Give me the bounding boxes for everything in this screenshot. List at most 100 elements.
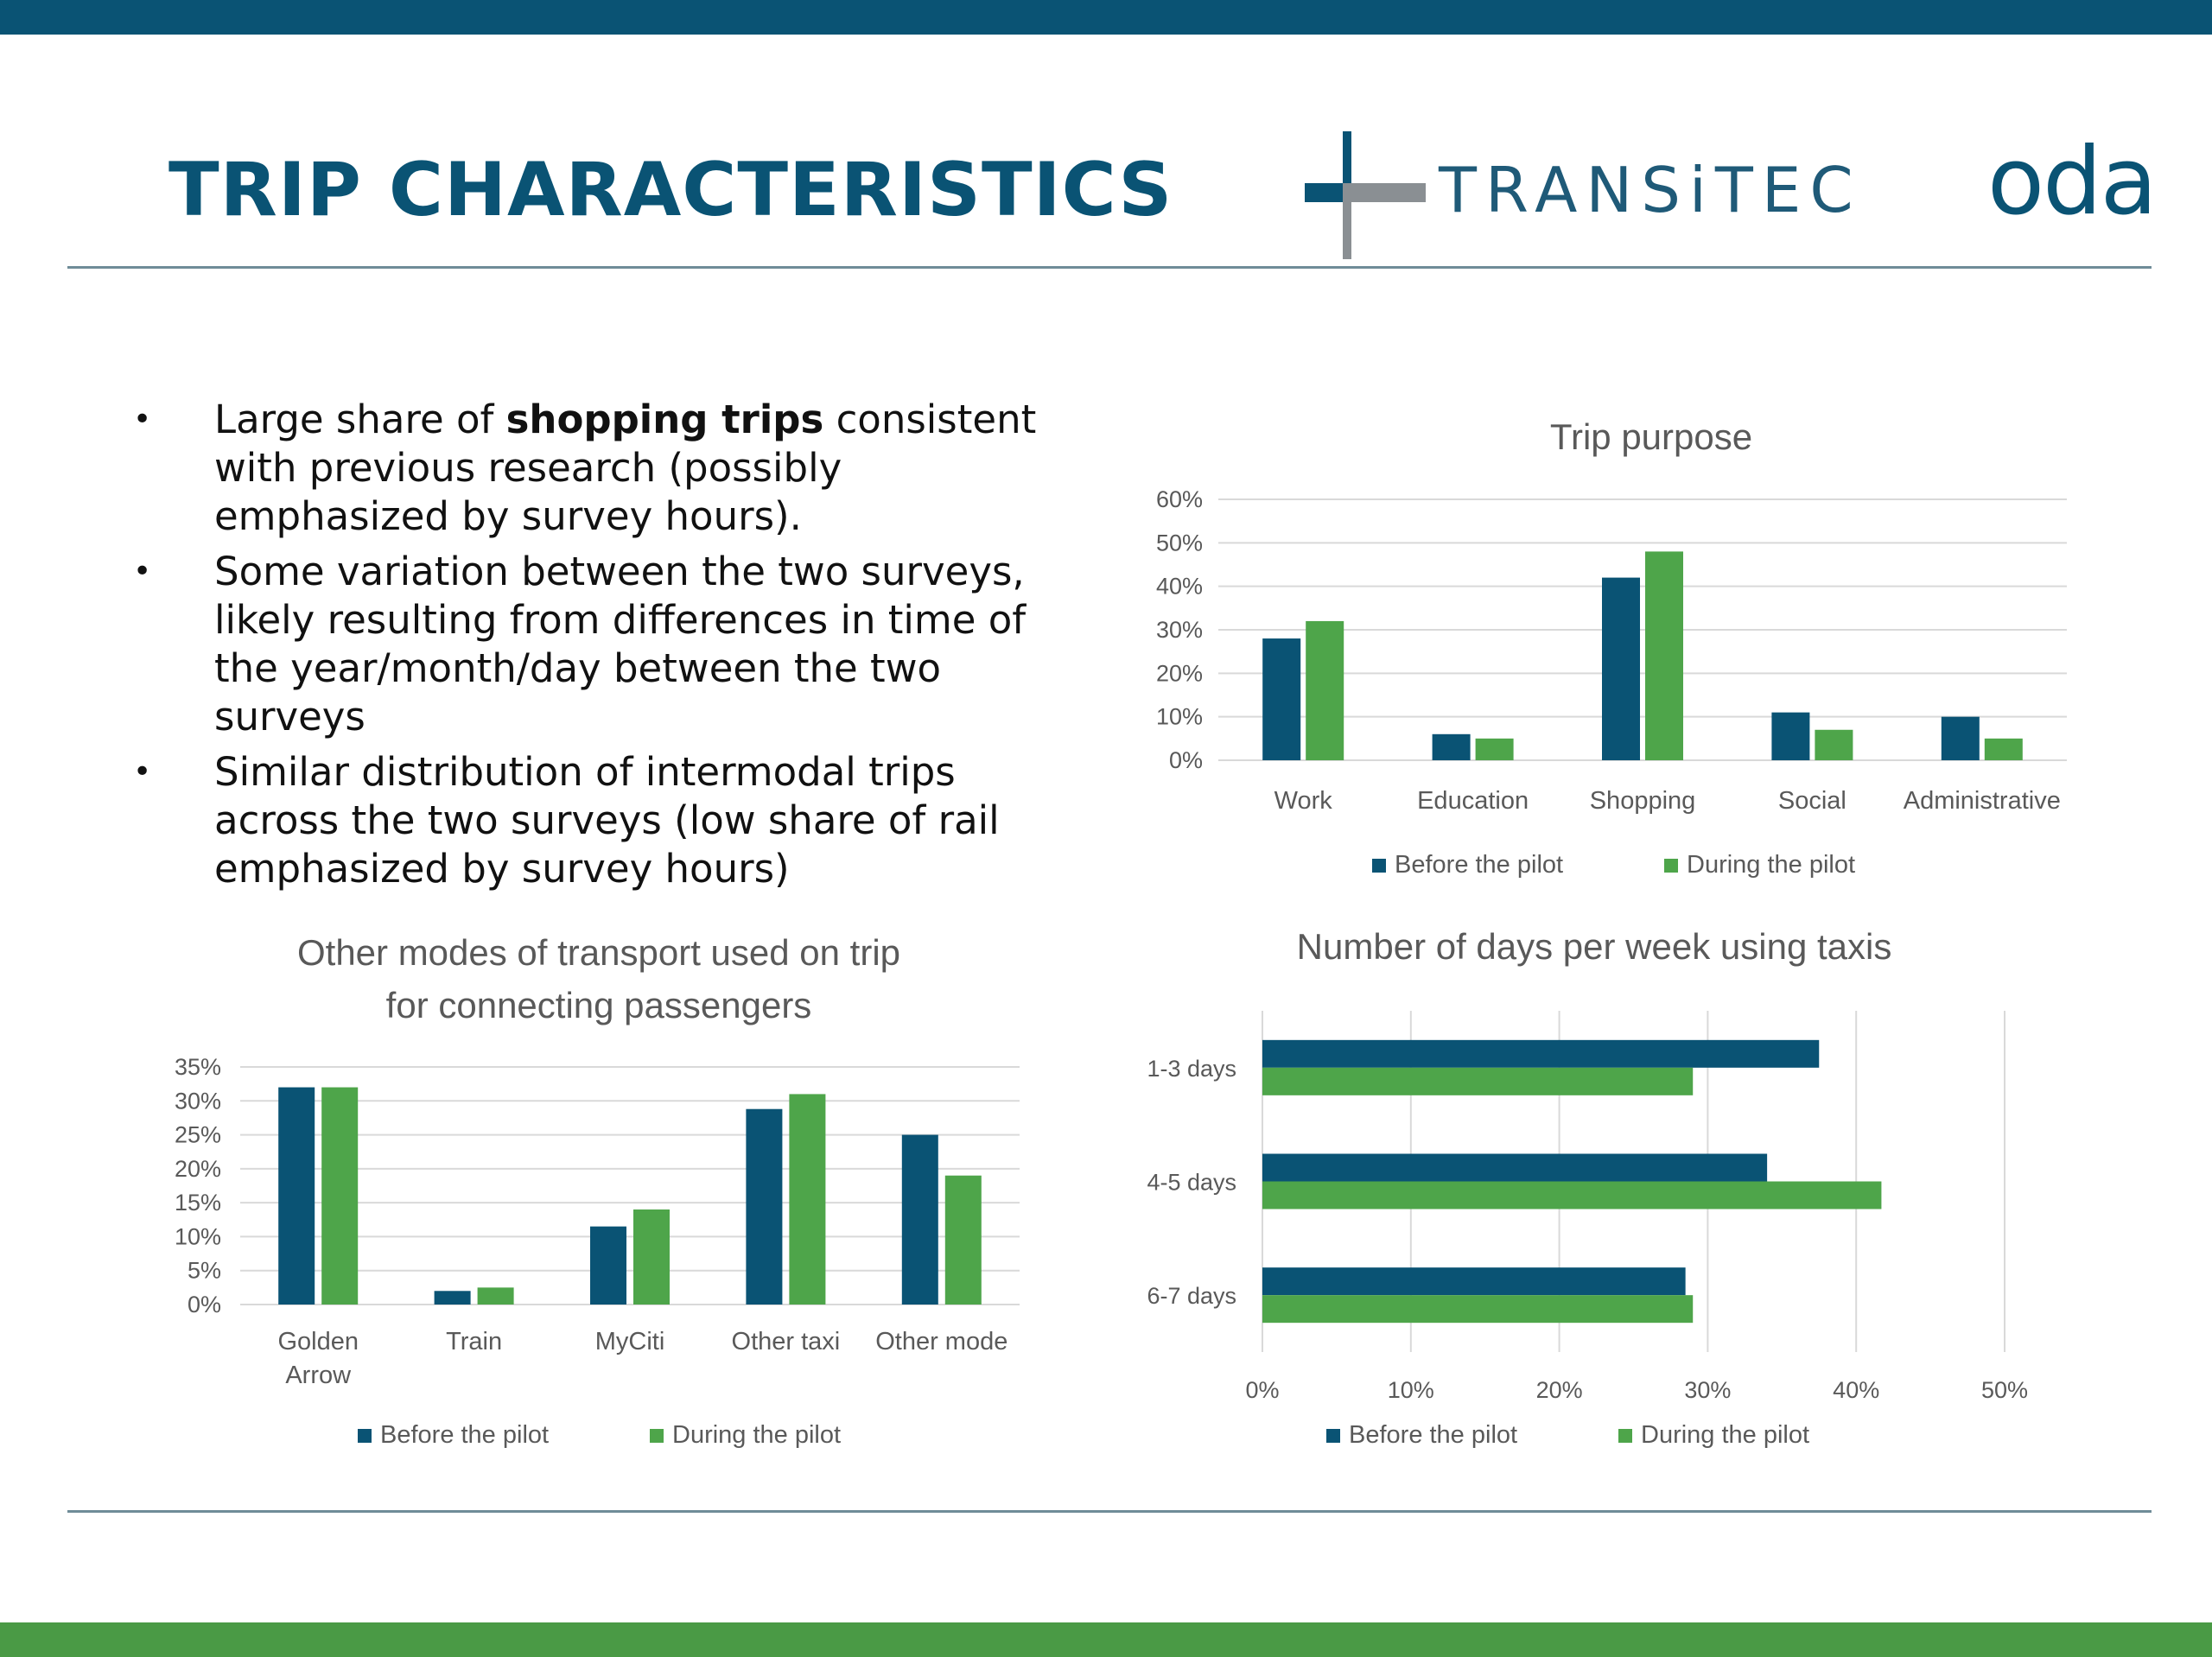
legend-label: During the pilot — [1687, 851, 1855, 879]
bar — [590, 1226, 626, 1305]
bar — [633, 1209, 670, 1305]
y-tick-label: 10% — [175, 1223, 221, 1249]
legend-swatch — [650, 1429, 664, 1443]
bullet-text: consistent with previous research (possi… — [214, 397, 1037, 539]
oda-logo: oda — [1987, 128, 2158, 236]
x-tick-label: 10% — [1388, 1377, 1434, 1403]
top-accent-bar — [0, 0, 2212, 35]
bar — [1306, 620, 1344, 760]
y-tick-label: 20% — [175, 1156, 221, 1182]
bar — [1262, 1267, 1686, 1296]
y-tick-label: 35% — [175, 1054, 221, 1080]
x-tick-label: Arrow — [285, 1362, 352, 1389]
legend-label: During the pilot — [1641, 1421, 1809, 1449]
legend-swatch — [1326, 1429, 1340, 1443]
x-tick-label: 20% — [1536, 1377, 1583, 1403]
y-tick-label: 50% — [1156, 530, 1203, 556]
bar — [321, 1087, 359, 1305]
legend-label: Before the pilot — [1395, 851, 1563, 879]
header-divider — [67, 266, 2152, 269]
x-tick-label: 40% — [1833, 1377, 1879, 1403]
x-tick-label: Work — [1274, 787, 1333, 815]
x-tick-label: 50% — [1981, 1377, 2028, 1403]
chart-title: Number of days per week using taxis — [1297, 926, 1892, 967]
x-tick-label: MyCiti — [595, 1328, 665, 1355]
y-tick-label: 0% — [1169, 747, 1203, 773]
bar — [901, 1134, 938, 1305]
x-tick-label: Social — [1778, 787, 1847, 815]
legend-swatch — [1372, 859, 1386, 873]
bullet-item: • Similar distribution of intermodal trip… — [130, 748, 1063, 893]
y-tick-label: 60% — [1156, 486, 1203, 512]
bullet-dot-icon: • — [133, 754, 152, 790]
chart-title-line: Other modes of transport used on trip — [297, 932, 900, 973]
trip-purpose-chart: Trip purpose 0% 10% 20% 30% 40% 50% 60% Work Educ… — [1156, 416, 2067, 879]
bar — [1432, 733, 1471, 760]
bar — [1815, 729, 1853, 760]
y-tick-label: 6-7 days — [1147, 1283, 1236, 1309]
x-tick-label: Shopping — [1590, 787, 1696, 815]
bullet-item: • Some variation between the two surveys,… — [130, 548, 1063, 741]
bar — [1645, 551, 1683, 760]
bar — [1262, 1153, 1768, 1182]
y-tick-label: 4-5 days — [1147, 1170, 1236, 1196]
chart-title-line: for connecting passengers — [386, 985, 812, 1025]
y-tick-label: 30% — [175, 1088, 221, 1114]
x-tick-label: Education — [1417, 787, 1529, 815]
bullet-text: Some variation between the two surveys, … — [214, 549, 1027, 740]
x-tick-label: 30% — [1684, 1377, 1731, 1403]
bullet-text: Large share of — [214, 397, 506, 442]
x-tick-label: Administrative — [1904, 787, 2061, 815]
bar — [944, 1175, 982, 1305]
x-tick-label: 0% — [1245, 1377, 1279, 1403]
bar — [746, 1108, 783, 1305]
y-tick-label: 20% — [1156, 660, 1203, 686]
bullet-dot-icon: • — [133, 402, 152, 437]
legend-swatch — [358, 1429, 372, 1443]
days-per-week-chart: Number of days per week using taxis 0% 10%… — [1147, 926, 2028, 1449]
bar — [1262, 638, 1301, 760]
bar — [1262, 1181, 1882, 1209]
transitec-logo-text: TRANSiTEC — [1439, 154, 1862, 226]
x-tick-label: Golden — [277, 1328, 359, 1355]
legend-label: During the pilot — [672, 1421, 841, 1449]
bar — [477, 1287, 514, 1305]
x-tick-label: Other taxi — [732, 1328, 841, 1355]
bar — [278, 1087, 315, 1305]
bar — [434, 1291, 471, 1305]
bullet-item: • Large share of shopping trips consisten… — [130, 396, 1063, 541]
legend-label: Before the pilot — [1349, 1421, 1517, 1449]
chart-title: Trip purpose — [1550, 416, 1752, 457]
bullet-text: Similar distribution of intermodal trips… — [214, 749, 1000, 892]
transitec-logo-icon — [1305, 131, 1426, 259]
bar — [789, 1094, 826, 1305]
bar — [1984, 738, 2023, 760]
bar — [1602, 577, 1640, 760]
bullet-bold-text: shopping trips — [505, 397, 824, 442]
y-tick-label: 15% — [175, 1190, 221, 1216]
y-tick-label: 5% — [188, 1258, 221, 1284]
bar — [1475, 738, 1514, 760]
legend-label: Before the pilot — [380, 1421, 549, 1449]
bullet-dot-icon: • — [133, 554, 152, 589]
y-tick-label: 40% — [1156, 574, 1203, 600]
y-tick-label: 30% — [1156, 617, 1203, 643]
bar — [1941, 716, 1980, 760]
y-tick-label: 25% — [175, 1122, 221, 1148]
page-title: TRIP CHARACTERISTICS — [168, 147, 1173, 233]
x-tick-label: Other mode — [875, 1328, 1007, 1355]
bar — [1262, 1039, 1820, 1068]
y-tick-label: 0% — [188, 1292, 221, 1317]
footer-divider — [67, 1510, 2152, 1513]
other-modes-chart: Other modes of transport used on trip for… — [175, 932, 1020, 1449]
bottom-accent-bar — [0, 1622, 2212, 1657]
y-tick-label: 1-3 days — [1147, 1056, 1236, 1082]
legend-swatch — [1618, 1429, 1632, 1443]
bar — [1262, 1295, 1694, 1324]
bullet-list: • Large share of shopping trips consisten… — [130, 396, 1063, 900]
bar — [1771, 712, 1810, 760]
bar — [1262, 1067, 1694, 1095]
x-tick-label: Train — [446, 1328, 502, 1355]
y-tick-label: 10% — [1156, 704, 1203, 730]
legend-swatch — [1664, 859, 1678, 873]
